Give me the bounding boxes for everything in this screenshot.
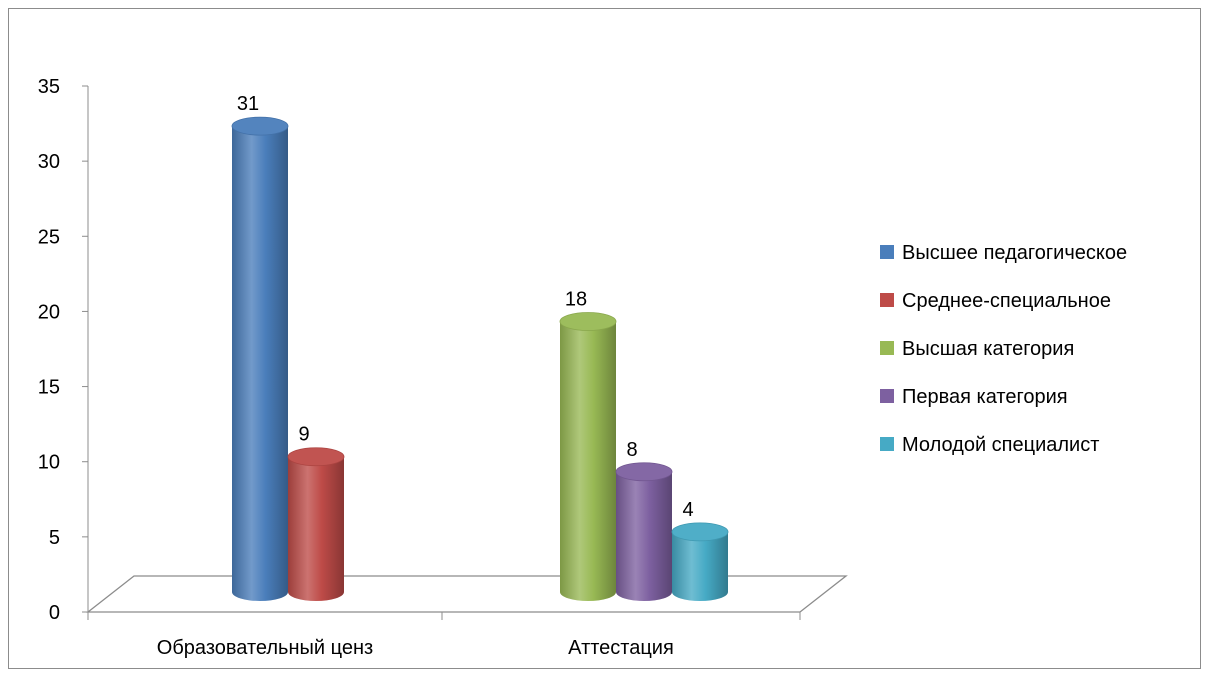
bar-5: [671, 522, 729, 601]
legend-item: Первая категория: [880, 386, 1068, 408]
y-tick-label: 25: [38, 226, 60, 248]
legend-item: Среднее-специальное: [880, 290, 1111, 312]
data-label: 31: [237, 93, 259, 115]
y-tick-label: 30: [38, 151, 60, 173]
legend-item: Высшая категория: [880, 338, 1074, 360]
bar-2: [287, 447, 345, 601]
y-tick-label: 20: [38, 301, 60, 323]
legend: Высшее педагогическое Среднее-специальное…: [880, 242, 1127, 456]
data-label: 4: [682, 499, 693, 521]
bar-body: [672, 531, 728, 601]
y-tick-label: 10: [38, 452, 60, 474]
bar-3: [559, 312, 617, 601]
x-category-label: Образовательный ценз: [157, 637, 373, 659]
legend-label: Первая категория: [902, 386, 1068, 408]
legend-swatch: [880, 293, 894, 307]
floor-plane: [86, 575, 848, 613]
legend-swatch: [880, 341, 894, 355]
legend-item: Высшее педагогическое: [880, 242, 1127, 264]
bar-body: [560, 321, 616, 601]
legend-swatch: [880, 437, 894, 451]
axes: 0 5 10 15 20 25 30 35 Образовательный ценз Аттест…: [38, 76, 848, 659]
bar-4: [615, 462, 673, 601]
y-tick-label: 5: [49, 527, 60, 549]
legend-label: Высшее педагогическое: [902, 242, 1127, 264]
y-tick-label: 35: [38, 76, 60, 98]
x-category-label: Аттестация: [568, 637, 674, 659]
legend-label: Среднее-специальное: [902, 290, 1111, 312]
bar-top: [559, 312, 617, 331]
bar-body: [232, 126, 288, 601]
legend-label: Молодой специалист: [902, 434, 1099, 456]
legend-label: Высшая категория: [902, 338, 1074, 360]
bar-top: [231, 116, 289, 136]
bar-top: [615, 462, 673, 482]
bar-body: [288, 456, 344, 601]
legend-swatch: [880, 389, 894, 403]
y-tick-label: 0: [49, 602, 60, 624]
legend-item: Молодой специалист: [880, 434, 1099, 456]
bar-1: [231, 116, 289, 601]
data-label: 9: [298, 424, 309, 446]
data-label: 8: [626, 439, 637, 461]
bar-top: [671, 522, 729, 542]
y-tick-label: 15: [38, 377, 60, 399]
bar-top: [287, 447, 345, 467]
legend-swatch: [880, 245, 894, 259]
bars: 31 9 18 8 4: [231, 93, 729, 601]
data-label: 18: [565, 288, 587, 310]
bar-body: [616, 471, 672, 601]
